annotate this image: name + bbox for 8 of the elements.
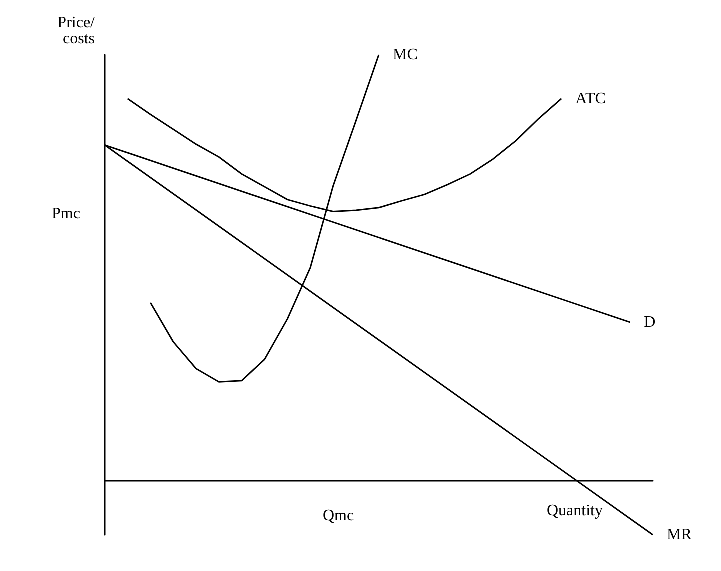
x-axis-title: Quantity (547, 502, 603, 520)
series-label: MC (393, 46, 418, 64)
text: Pmc (52, 206, 80, 222)
series-label: ATC (576, 90, 606, 108)
series-label: MR (667, 526, 692, 544)
y-axis-title: Price/ costs (58, 14, 96, 48)
annotation: Qmc (323, 508, 354, 524)
series-label: D (644, 314, 656, 331)
